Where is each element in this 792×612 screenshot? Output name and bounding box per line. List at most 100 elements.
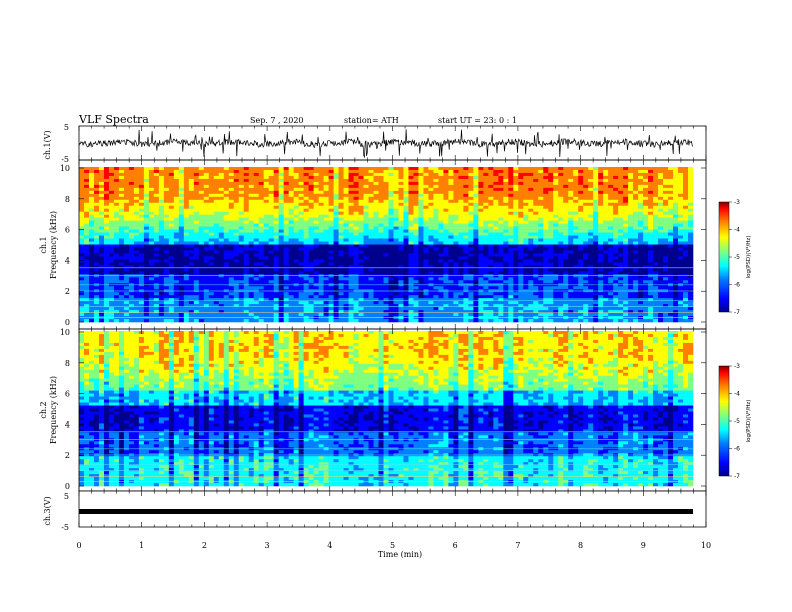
spectrogram-cell [193,190,200,195]
spectrogram-cell [358,271,364,275]
spectrogram-cell [658,277,664,281]
spectrogram-cell [538,232,544,236]
spectrogram-cell [353,274,359,278]
spectrogram-cell [543,181,549,186]
spectrogram-cell [483,271,489,275]
spectrogram-cell [223,175,230,180]
spectrogram-cell [248,181,255,186]
spectrogram-cell [453,205,459,210]
spectrogram-cell [568,187,574,192]
spectrogram-cell [658,193,664,198]
spectrogram-cell [323,199,329,204]
spectrogram-cell [448,238,454,242]
spectrogram-cell [643,217,649,221]
spectrogram-cell [488,214,494,218]
spectrogram-cell [553,232,559,236]
spectrogram-cell [303,253,309,257]
spectrogram-cell [493,256,499,260]
spectrogram-cell [343,238,349,242]
spectrogram-cell [383,202,389,207]
spectrogram-cell [79,187,85,192]
spectrogram-cell [243,202,250,207]
spectrogram-cell [398,256,404,260]
spectrogram-cell [508,172,514,177]
spectrogram-cell [358,286,364,290]
spectrogram-cell [403,265,409,269]
spectrogram-cell [513,274,519,278]
spectrogram-cell [178,271,185,275]
spectrogram-cell [683,193,689,198]
spectrogram-cell [323,190,329,195]
spectrogram-cell [313,262,319,266]
spectrogram-cell [233,211,240,215]
spectrogram-cell [258,226,264,230]
spectrogram-cell [278,271,284,275]
spectrogram-cell [573,226,579,230]
spectrogram-cell [408,280,414,284]
spectrogram-cell [268,280,274,284]
spectrogram-cell [178,280,185,284]
spectrogram-cell [328,181,334,186]
spectrogram-cell [318,217,324,221]
spectrogram-cell [603,202,609,207]
spectrogram-cell [108,244,115,248]
spectrogram-cell [638,223,644,227]
spectrogram-cell [118,226,125,230]
spectrogram-cell [233,175,240,180]
spectrogram-cell [533,175,539,180]
spectrogram-cell [618,190,624,195]
spectrogram-cell [588,274,594,278]
spectrogram-cell [338,202,344,207]
spectrogram-cell [503,181,509,186]
spectrogram-cell [403,208,409,213]
spectrogram-cell [253,187,260,192]
spectrogram-cell [323,172,329,177]
spectrogram-cell [453,271,459,275]
spectrogram-cell [333,277,339,281]
spectrogram-cell [228,262,235,266]
spectrogram-cell [543,253,549,257]
spectrogram-cell [563,268,569,272]
spectrogram-cell [668,190,674,195]
spectrogram-cell [583,187,589,192]
spectrogram-cell [103,235,110,239]
spectrogram-cell [228,217,235,221]
spectrogram-cell [628,244,634,248]
spectrogram-cell [148,232,155,236]
spectrogram-cell [273,211,279,215]
spectrogram-cell [563,167,569,171]
spectrogram-cell [188,253,195,257]
spectrogram-cell [233,277,240,281]
spectrogram-cell [178,208,185,213]
spectrogram-cell [193,214,200,218]
spectrogram-cell [608,226,614,230]
spectrogram-cell [478,178,484,183]
spectrogram-cell [138,178,145,183]
spectrogram-cell [113,277,120,281]
spectrogram-cell [278,208,284,213]
spectrogram-cell [383,235,389,239]
spectrogram-cell [103,262,110,266]
spectrogram-cell [348,268,354,272]
spectrogram-cell [338,262,344,266]
spectrogram-cell [618,280,624,284]
spectrogram-cell [158,256,165,260]
spectrogram-cell [243,253,250,257]
spectrogram-cell [408,277,414,281]
spectrogram-cell [503,196,509,201]
spectrogram-cell [338,214,344,218]
spectrogram-cell [528,223,534,227]
spectrogram-cell [278,274,284,278]
spectrogram-cell [268,172,274,177]
spectrogram-cell [578,181,584,186]
spectrogram-cell [88,274,95,278]
spectrogram-cell [298,280,304,284]
spectrogram-cell [478,196,484,201]
spectrogram-cell [83,193,90,198]
spectrogram-cell [583,256,589,260]
spectrogram-cell [378,280,384,284]
spectrogram-cell [208,220,215,224]
spectrogram-cell [408,169,414,174]
spectrogram-cell [433,208,439,213]
spectrogram-cell [213,205,220,210]
